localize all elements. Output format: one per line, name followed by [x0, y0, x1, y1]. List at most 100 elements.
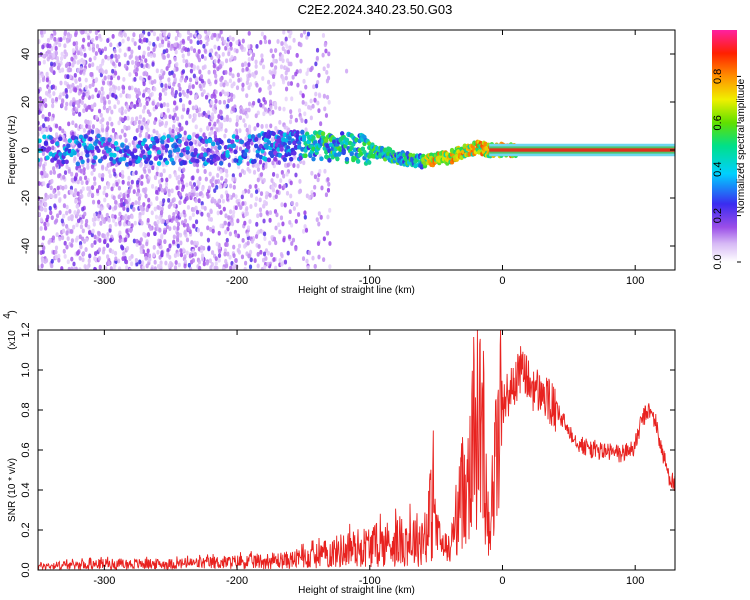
heatmap-noise-cell	[324, 113, 329, 118]
heatmap-noise-cell	[219, 210, 223, 215]
heatmap-noise-cell	[170, 188, 174, 194]
heatmap-noise-cell	[41, 44, 45, 50]
heatmap-noise-cell	[52, 166, 56, 171]
heatmap-noise-cell	[246, 166, 250, 172]
heatmap-noise-cell	[38, 78, 41, 84]
heatmap-noise-cell	[127, 189, 131, 194]
heatmap-band-cell	[112, 152, 117, 158]
heatmap-noise-cell	[280, 202, 284, 208]
heatmap-noise-cell	[158, 96, 162, 101]
heatmap-noise-cell	[117, 120, 121, 126]
heatmap-noise-cell	[132, 207, 136, 212]
heatmap-band-cell	[177, 139, 182, 144]
heatmap-noise-cell	[153, 175, 158, 180]
heatmap-noise-cell	[78, 234, 82, 240]
heatmap-noise-cell	[61, 134, 65, 140]
heatmap-noise-cell	[38, 60, 42, 66]
heatmap-noise-cell	[274, 58, 278, 64]
heatmap-noise-cell	[107, 162, 111, 168]
heatmap-noise-cell	[242, 118, 246, 124]
heatmap-noise-cell	[174, 36, 178, 41]
heatmap-noise-cell	[302, 160, 306, 166]
heatmap-band-cell	[327, 157, 332, 163]
heatmap-noise-cell	[49, 66, 53, 72]
heatmap-noise-cell	[251, 100, 256, 106]
heatmap-noise-cell	[149, 53, 153, 58]
heatmap-noise-cell	[154, 186, 158, 191]
heatmap-noise-cell	[53, 36, 57, 42]
heatmap-noise-cell	[149, 226, 153, 231]
heatmap-band-cell	[253, 143, 259, 149]
heatmap-noise-cell	[305, 71, 309, 77]
heatmap-band-cell	[386, 151, 391, 157]
heatmap-noise-cell	[192, 207, 196, 212]
heatmap-noise-cell	[44, 257, 49, 263]
heatmap-noise-cell	[243, 243, 247, 249]
heatmap-band-cell	[206, 157, 211, 163]
heatmap-noise-cell	[274, 225, 278, 231]
heatmap-noise-cell	[163, 114, 168, 120]
heatmap-noise-cell	[80, 100, 84, 105]
heatmap-noise-cell	[111, 34, 115, 39]
heatmap-noise-cell	[160, 30, 164, 33]
heatmap-noise-cell	[44, 202, 48, 207]
x-axis-label: Height of straight line (km)	[298, 285, 415, 296]
heatmap-noise-cell	[164, 36, 168, 42]
heatmap-noise-cell	[195, 192, 199, 198]
heatmap-noise-cell	[46, 183, 50, 189]
heatmap-noise-cell	[130, 116, 135, 122]
heatmap-noise-cell	[68, 88, 73, 94]
heatmap-noise-cell	[56, 185, 60, 191]
heatmap-noise-cell	[88, 186, 92, 191]
heatmap-band-cell	[238, 159, 243, 164]
heatmap-noise-cell	[81, 257, 85, 263]
heatmap-band-cell	[89, 145, 95, 151]
heatmap-band-cell	[239, 139, 245, 145]
heatmap-noise-cell	[107, 261, 111, 266]
heatmap-noise-cell	[46, 116, 50, 122]
heatmap-band-cell	[298, 155, 303, 161]
heatmap-noise-cell	[42, 127, 47, 133]
heatmap-noise-cell	[106, 94, 110, 100]
heatmap-noise-cell	[224, 213, 228, 219]
heatmap-noise-cell	[172, 203, 177, 209]
heatmap-band-cell	[218, 139, 224, 145]
heatmap-noise-cell	[99, 112, 103, 118]
heatmap-noise-cell	[247, 85, 251, 91]
heatmap-noise-cell	[57, 63, 61, 68]
heatmap-noise-cell	[52, 169, 56, 175]
heatmap-noise-cell	[168, 114, 172, 120]
heatmap-noise-cell	[156, 249, 160, 255]
heatmap-noise-cell	[135, 128, 139, 133]
heatmap-noise-cell	[115, 181, 119, 187]
heatmap-noise-cell	[134, 170, 138, 176]
heatmap-noise-cell	[262, 178, 266, 183]
heatmap-noise-cell	[220, 194, 224, 199]
heatmap-noise-cell	[131, 37, 135, 43]
heatmap-noise-cell	[254, 64, 258, 69]
heatmap-noise-cell	[323, 42, 327, 48]
heatmap-noise-cell	[50, 258, 54, 264]
heatmap-noise-cell	[69, 189, 73, 195]
heatmap-noise-cell	[141, 108, 146, 114]
heatmap-noise-cell	[254, 70, 258, 76]
heatmap-noise-cell	[68, 67, 73, 73]
heatmap-noise-cell	[146, 217, 150, 223]
heatmap-noise-cell	[241, 38, 245, 44]
heatmap-noise-cell	[186, 47, 190, 53]
heatmap-noise-cell	[258, 159, 263, 165]
heatmap-noise-cell	[83, 211, 87, 217]
heatmap-band-cell	[153, 156, 159, 161]
heatmap-noise-cell	[91, 94, 95, 100]
heatmap-band-cell	[311, 135, 316, 141]
heatmap-noise-cell	[146, 127, 150, 133]
heatmap-noise-cell	[76, 152, 80, 157]
heatmap-band-cell	[67, 138, 73, 144]
heatmap-noise-cell	[100, 86, 104, 92]
heatmap-noise-cell	[255, 221, 259, 227]
heatmap-noise-cell	[61, 128, 65, 134]
heatmap-noise-cell	[208, 49, 212, 54]
heatmap-noise-cell	[170, 87, 175, 92]
heatmap-noise-cell	[117, 266, 122, 270]
heatmap-noise-cell	[93, 212, 97, 218]
